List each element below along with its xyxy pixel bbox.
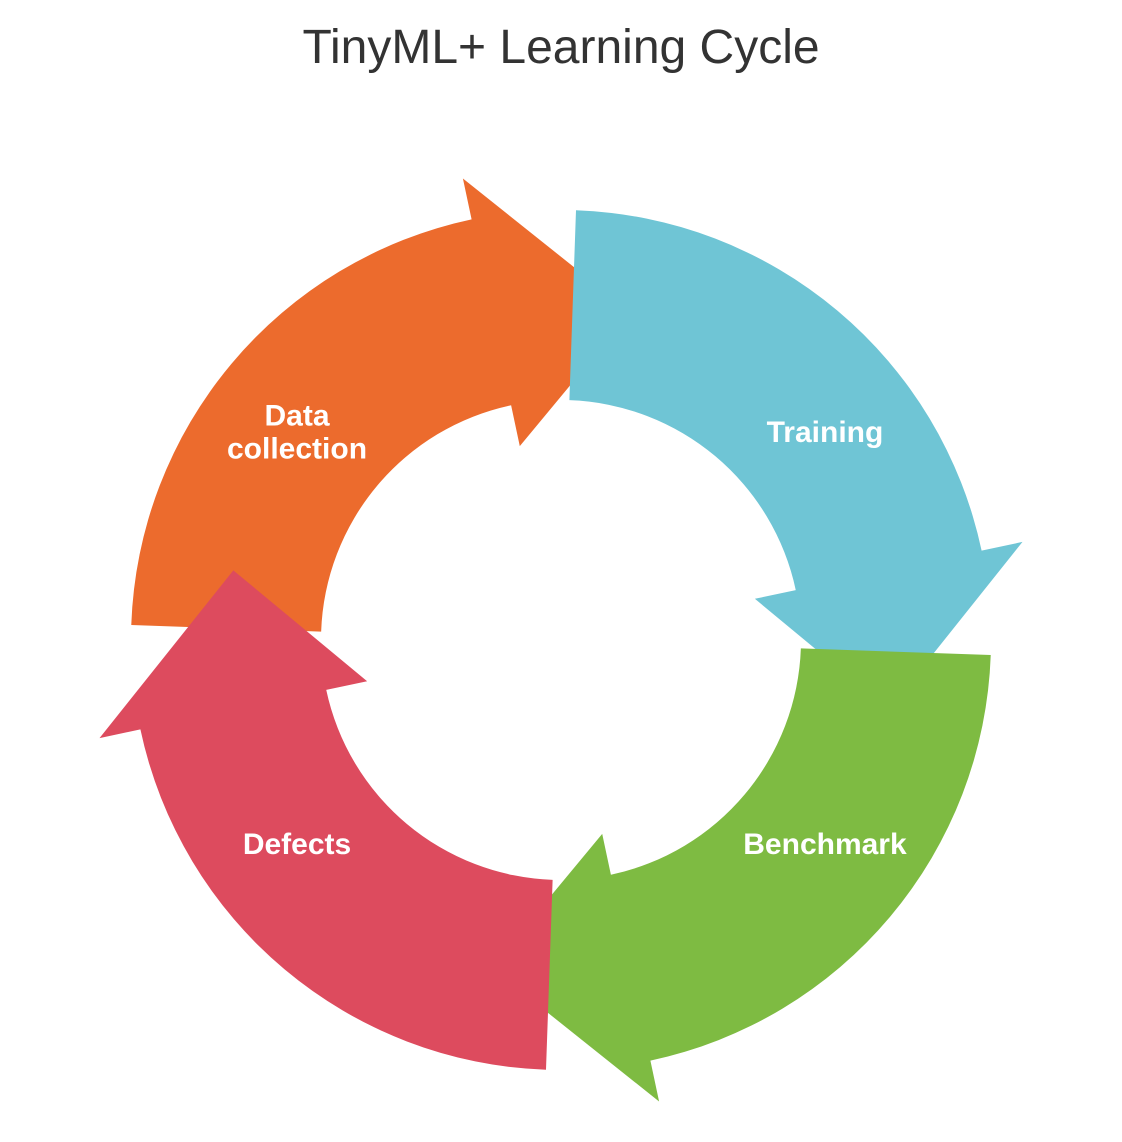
cycle-segment-defects [100,570,553,1069]
page: TinyML+ Learning Cycle DatacollectionTra… [0,0,1122,1142]
cycle-segment-benchmark [491,648,990,1101]
cycle-label-defects: Defects [243,828,351,861]
cycle-segment-training [569,210,1022,709]
cycle-diagram: DatacollectionTrainingBenchmarkDefects [71,150,1051,1130]
cycle-label-benchmark: Benchmark [743,828,907,861]
page-title: TinyML+ Learning Cycle [0,20,1122,75]
cycle-label-training: Training [767,416,884,449]
cycle-segment-data-collection [131,179,630,632]
